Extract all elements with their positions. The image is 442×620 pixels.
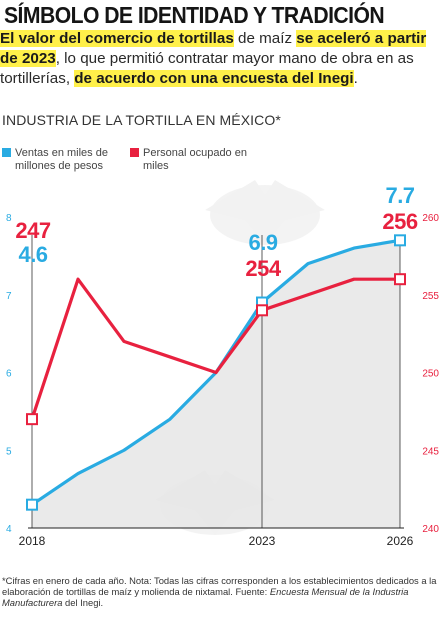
y-right-tick-label: 245 (422, 446, 439, 457)
series-lines (30, 238, 401, 507)
series-markers (26, 234, 406, 511)
value-label: 247 (15, 218, 50, 243)
staff-point-marker (26, 413, 38, 426)
y-left-tick-label: 5 (6, 446, 12, 457)
y-right-tick-label: 250 (422, 369, 439, 380)
legend-sales: Ventas en miles de millones de pesos (2, 147, 135, 173)
intro-text-1: de maíz (233, 30, 297, 47)
footnote: *Cifras en enero de cada año. Nota: Toda… (2, 575, 438, 608)
eagle-watermark-icon (205, 180, 325, 245)
eagle-body-shape (205, 180, 325, 245)
plot-area (32, 240, 400, 528)
intro-text-3: . (353, 70, 358, 87)
headline: SÍMBOLO DE IDENTIDAD Y TRADICIÓN (4, 2, 385, 28)
intro-text-2: , lo que permitió contratar mayor mano d… (0, 50, 414, 87)
sales-area (32, 240, 400, 528)
x-tick-label: 2018 (19, 534, 46, 548)
y-right-tick-label: 260 (422, 213, 439, 224)
legend-staff: Personal ocupado en miles (130, 147, 253, 173)
staff-point-marker (256, 304, 268, 317)
intro-highlight-3: de acuerdo con una encuesta del Inegi (74, 70, 354, 87)
legend-staff-label: Personal ocupado en miles (143, 147, 247, 172)
legend-sales-swatch (2, 148, 11, 157)
y-left-tick-label: 7 (6, 291, 12, 302)
value-label: 4.6 (18, 242, 47, 267)
value-label: 6.9 (248, 230, 277, 255)
legend-sales-label: Ventas en miles de millones de pesos (15, 147, 108, 172)
y-left-tick-label: 4 (6, 524, 12, 535)
value-label: 256 (382, 209, 417, 234)
sales-point-marker (26, 498, 38, 511)
value-label: 7.7 (385, 183, 414, 208)
staff-line (30, 277, 400, 420)
sales-point-marker (394, 234, 406, 247)
y-right-tick-label: 255 (422, 291, 439, 302)
footnote-end: del Inegi. (62, 597, 104, 608)
footnote-source-title: Encuesta Mensual de la Industria Manufac… (2, 586, 409, 608)
y-left-tick-label: 6 (6, 369, 12, 380)
legend-staff-swatch (130, 148, 139, 157)
chart-title: INDUSTRIA DE LA TORTILLA EN MÉXICO* (2, 112, 281, 128)
y-left-tick-label: 8 (6, 213, 12, 224)
x-tick-label: 2026 (387, 534, 414, 548)
staff-point-marker (394, 273, 406, 286)
x-tick-label: 2023 (249, 534, 276, 548)
axes: 4 5 6 7 8 240 245 250 255 260 2018 2023 2026 (6, 213, 439, 548)
intro-paragraph: El valor del comercio de tortillas de ma… (0, 29, 436, 89)
intro-highlight-1: El valor del comercio de tortillas (0, 30, 234, 47)
eagle-wing-shape (210, 185, 320, 245)
y-right-tick-label: 240 (422, 524, 439, 535)
footnote-text: *Cifras en enero de cada año. Nota: Toda… (2, 575, 437, 597)
value-label: 254 (245, 256, 281, 281)
